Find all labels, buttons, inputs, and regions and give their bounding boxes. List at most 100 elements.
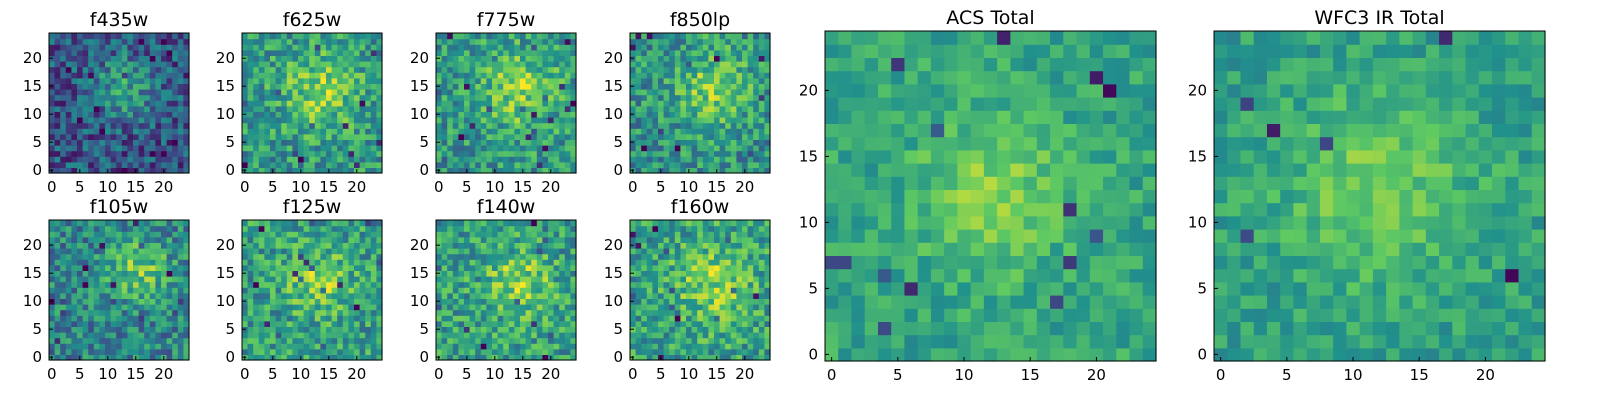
heatmap-cell bbox=[342, 111, 349, 118]
heatmap-cell bbox=[105, 332, 112, 339]
heatmap-cell bbox=[441, 167, 448, 174]
heatmap-cell bbox=[663, 320, 670, 327]
heatmap-cell bbox=[348, 150, 355, 157]
heatmap-cell bbox=[548, 281, 555, 288]
heatmap-cell bbox=[161, 139, 168, 146]
heatmap-cell bbox=[138, 133, 145, 140]
heatmap-cell bbox=[480, 156, 487, 163]
heatmap-cell bbox=[652, 315, 659, 322]
heatmap-cell bbox=[503, 55, 510, 62]
heatmap-cell bbox=[480, 287, 487, 294]
heatmap-cell bbox=[320, 292, 327, 299]
heatmap-cell bbox=[309, 61, 316, 68]
heatmap-cell bbox=[93, 231, 100, 238]
heatmap-cell bbox=[183, 253, 190, 260]
heatmap-cell bbox=[60, 139, 67, 146]
heatmap-cell bbox=[105, 83, 112, 90]
heatmap-cell bbox=[298, 161, 305, 168]
heatmap-cell bbox=[508, 281, 515, 288]
axes-frame bbox=[241, 219, 383, 361]
heatmap-cell bbox=[93, 167, 100, 174]
heatmap-cell bbox=[486, 94, 493, 101]
heatmap-cell bbox=[525, 44, 532, 51]
heatmap-cell bbox=[138, 161, 145, 168]
heatmap-cell bbox=[764, 276, 771, 283]
heatmap-cell bbox=[525, 298, 532, 305]
heatmap-cell bbox=[65, 77, 72, 84]
heatmap-cell bbox=[520, 337, 527, 344]
heatmap-cell bbox=[172, 38, 179, 45]
heatmap-cell bbox=[242, 264, 249, 271]
heatmap-cell bbox=[730, 343, 737, 350]
heatmap-cell bbox=[542, 161, 549, 168]
heatmap-cell bbox=[441, 89, 448, 96]
heatmap-cell bbox=[652, 72, 659, 79]
heatmap-cell bbox=[652, 55, 659, 62]
heatmap-cell bbox=[758, 270, 765, 277]
heatmap-cell bbox=[116, 253, 123, 260]
heatmap-cell bbox=[564, 242, 571, 249]
heatmap-cell bbox=[116, 304, 123, 311]
heatmap-cell bbox=[253, 225, 260, 232]
heatmap-cell bbox=[464, 117, 471, 124]
heatmap-cell bbox=[458, 156, 465, 163]
heatmap-cell bbox=[49, 309, 56, 316]
heatmap-cell bbox=[376, 326, 383, 333]
heatmap-cell bbox=[54, 348, 61, 355]
heatmap-cell bbox=[525, 253, 532, 260]
heatmap-cell bbox=[326, 55, 333, 62]
heatmap-cell bbox=[736, 343, 743, 350]
heatmap-cell bbox=[536, 276, 543, 283]
heatmap-cell bbox=[436, 253, 443, 260]
heatmap-cell bbox=[105, 236, 112, 243]
heatmap-cell bbox=[365, 122, 372, 129]
heatmap-cell bbox=[309, 326, 316, 333]
heatmap-cell bbox=[525, 33, 532, 40]
heatmap-cell bbox=[155, 161, 162, 168]
heatmap-cell bbox=[641, 105, 648, 112]
heatmap-cell bbox=[155, 122, 162, 129]
heatmap-cell bbox=[441, 337, 448, 344]
heatmap-cell bbox=[292, 309, 299, 316]
heatmap-cell bbox=[669, 122, 676, 129]
heatmap-cell bbox=[281, 337, 288, 344]
heatmap-cell bbox=[702, 304, 709, 311]
heatmap-cell bbox=[708, 128, 715, 135]
heatmap-cell bbox=[247, 55, 254, 62]
heatmap-cell bbox=[652, 343, 659, 350]
heatmap-cell bbox=[155, 77, 162, 84]
heatmap-cell bbox=[54, 270, 61, 277]
heatmap-cell bbox=[708, 139, 715, 146]
heatmap-cell bbox=[536, 264, 543, 271]
heatmap-cell bbox=[531, 259, 538, 266]
heatmap-cell bbox=[354, 304, 361, 311]
heatmap-cell bbox=[458, 320, 465, 327]
heatmap-cell bbox=[652, 38, 659, 45]
x-tick-label: 0 bbox=[47, 178, 57, 196]
heatmap-cell bbox=[702, 354, 709, 361]
heatmap-cell bbox=[376, 156, 383, 163]
heatmap-cell bbox=[275, 66, 282, 73]
heatmap-cell bbox=[253, 61, 260, 68]
heatmap-cell bbox=[172, 89, 179, 96]
heatmap-cell bbox=[514, 264, 521, 271]
heatmap-cell bbox=[753, 94, 760, 101]
heatmap-cell bbox=[753, 332, 760, 339]
heatmap-cell bbox=[144, 343, 151, 350]
heatmap-cell bbox=[365, 236, 372, 243]
heatmap-cell bbox=[686, 66, 693, 73]
heatmap-cell bbox=[71, 248, 78, 255]
heatmap-cell bbox=[714, 117, 721, 124]
heatmap-cell bbox=[172, 105, 179, 112]
heatmap-cell bbox=[99, 38, 106, 45]
heatmap-cell bbox=[71, 77, 78, 84]
y-tick-label: 0 bbox=[225, 161, 235, 179]
heatmap-cell bbox=[337, 337, 344, 344]
heatmap-cell bbox=[121, 161, 128, 168]
heatmap-cell bbox=[458, 231, 465, 238]
heatmap-cell bbox=[686, 38, 693, 45]
heatmap-cell bbox=[110, 77, 117, 84]
heatmap-cell bbox=[342, 167, 349, 174]
x-tick-label: 20 bbox=[541, 178, 560, 196]
